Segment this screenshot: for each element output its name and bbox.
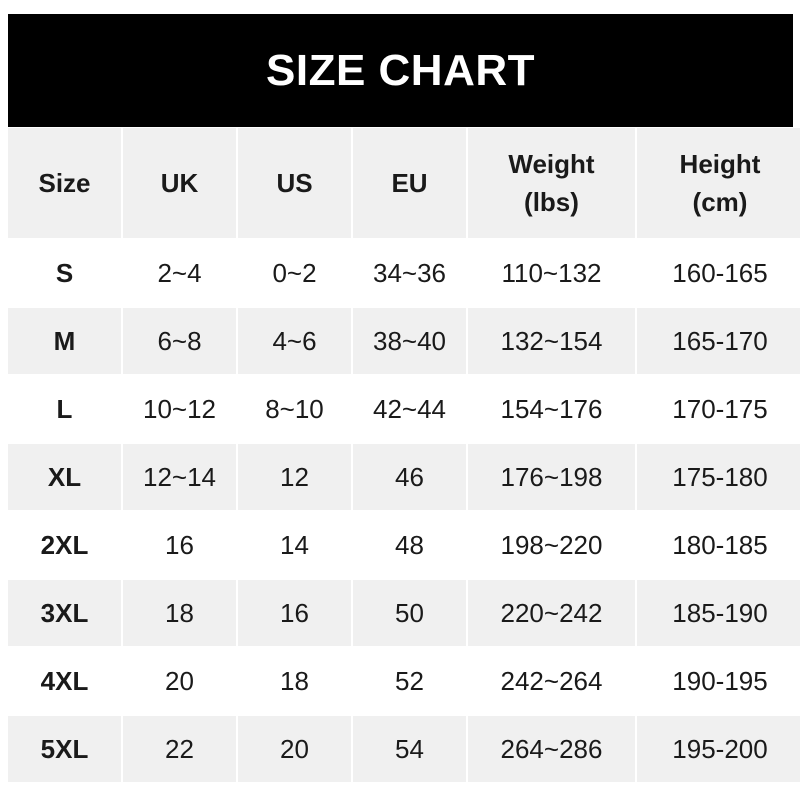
header-uk: UK bbox=[123, 128, 236, 238]
cell-eu: 48 bbox=[353, 512, 466, 578]
header-us: US bbox=[238, 128, 351, 238]
cell-size: S bbox=[8, 240, 121, 306]
cell-uk: 2~4 bbox=[123, 240, 236, 306]
cell-us: 8~10 bbox=[238, 376, 351, 442]
table-row: M 6~8 4~6 38~40 132~154 165-170 bbox=[8, 308, 800, 374]
cell-uk: 18 bbox=[123, 580, 236, 646]
header-eu: EU bbox=[353, 128, 466, 238]
cell-eu: 38~40 bbox=[353, 308, 466, 374]
cell-eu: 34~36 bbox=[353, 240, 466, 306]
cell-eu: 52 bbox=[353, 648, 466, 714]
cell-weight: 176~198 bbox=[468, 444, 635, 510]
cell-size: 3XL bbox=[8, 580, 121, 646]
cell-size: XL bbox=[8, 444, 121, 510]
cell-uk: 20 bbox=[123, 648, 236, 714]
cell-weight: 154~176 bbox=[468, 376, 635, 442]
cell-us: 16 bbox=[238, 580, 351, 646]
cell-eu: 54 bbox=[353, 716, 466, 782]
table-row: 5XL 22 20 54 264~286 195-200 bbox=[8, 716, 800, 782]
cell-weight: 198~220 bbox=[468, 512, 635, 578]
cell-us: 12 bbox=[238, 444, 351, 510]
cell-size: 5XL bbox=[8, 716, 121, 782]
table-row: 3XL 18 16 50 220~242 185-190 bbox=[8, 580, 800, 646]
cell-size: L bbox=[8, 376, 121, 442]
cell-uk: 6~8 bbox=[123, 308, 236, 374]
cell-uk: 12~14 bbox=[123, 444, 236, 510]
cell-uk: 16 bbox=[123, 512, 236, 578]
table-row: L 10~12 8~10 42~44 154~176 170-175 bbox=[8, 376, 800, 442]
cell-eu: 46 bbox=[353, 444, 466, 510]
cell-height: 170-175 bbox=[637, 376, 800, 442]
cell-us: 0~2 bbox=[238, 240, 351, 306]
cell-height: 195-200 bbox=[637, 716, 800, 782]
cell-weight: 220~242 bbox=[468, 580, 635, 646]
cell-weight: 132~154 bbox=[468, 308, 635, 374]
cell-us: 18 bbox=[238, 648, 351, 714]
cell-us: 14 bbox=[238, 512, 351, 578]
cell-uk: 10~12 bbox=[123, 376, 236, 442]
cell-size: M bbox=[8, 308, 121, 374]
cell-us: 20 bbox=[238, 716, 351, 782]
cell-size: 2XL bbox=[8, 512, 121, 578]
cell-weight: 110~132 bbox=[468, 240, 635, 306]
table-row: 2XL 16 14 48 198~220 180-185 bbox=[8, 512, 800, 578]
size-table: Size UK US EU Weight (lbs) Height (cm) S 2~4 0~2 3… bbox=[6, 126, 800, 784]
cell-weight: 242~264 bbox=[468, 648, 635, 714]
cell-height: 185-190 bbox=[637, 580, 800, 646]
cell-height: 190-195 bbox=[637, 648, 800, 714]
table-row: XL 12~14 12 46 176~198 175-180 bbox=[8, 444, 800, 510]
header-size: Size bbox=[8, 128, 121, 238]
header-row: Size UK US EU Weight (lbs) Height (cm) bbox=[8, 128, 800, 238]
cell-us: 4~6 bbox=[238, 308, 351, 374]
table-row: S 2~4 0~2 34~36 110~132 160-165 bbox=[8, 240, 800, 306]
cell-height: 180-185 bbox=[637, 512, 800, 578]
cell-eu: 42~44 bbox=[353, 376, 466, 442]
cell-uk: 22 bbox=[123, 716, 236, 782]
cell-weight: 264~286 bbox=[468, 716, 635, 782]
table-row: 4XL 20 18 52 242~264 190-195 bbox=[8, 648, 800, 714]
header-weight: Weight (lbs) bbox=[468, 128, 635, 238]
cell-height: 160-165 bbox=[637, 240, 800, 306]
cell-height: 165-170 bbox=[637, 308, 800, 374]
cell-height: 175-180 bbox=[637, 444, 800, 510]
header-height: Height (cm) bbox=[637, 128, 800, 238]
size-chart-title: SIZE CHART bbox=[8, 14, 793, 127]
cell-eu: 50 bbox=[353, 580, 466, 646]
cell-size: 4XL bbox=[8, 648, 121, 714]
